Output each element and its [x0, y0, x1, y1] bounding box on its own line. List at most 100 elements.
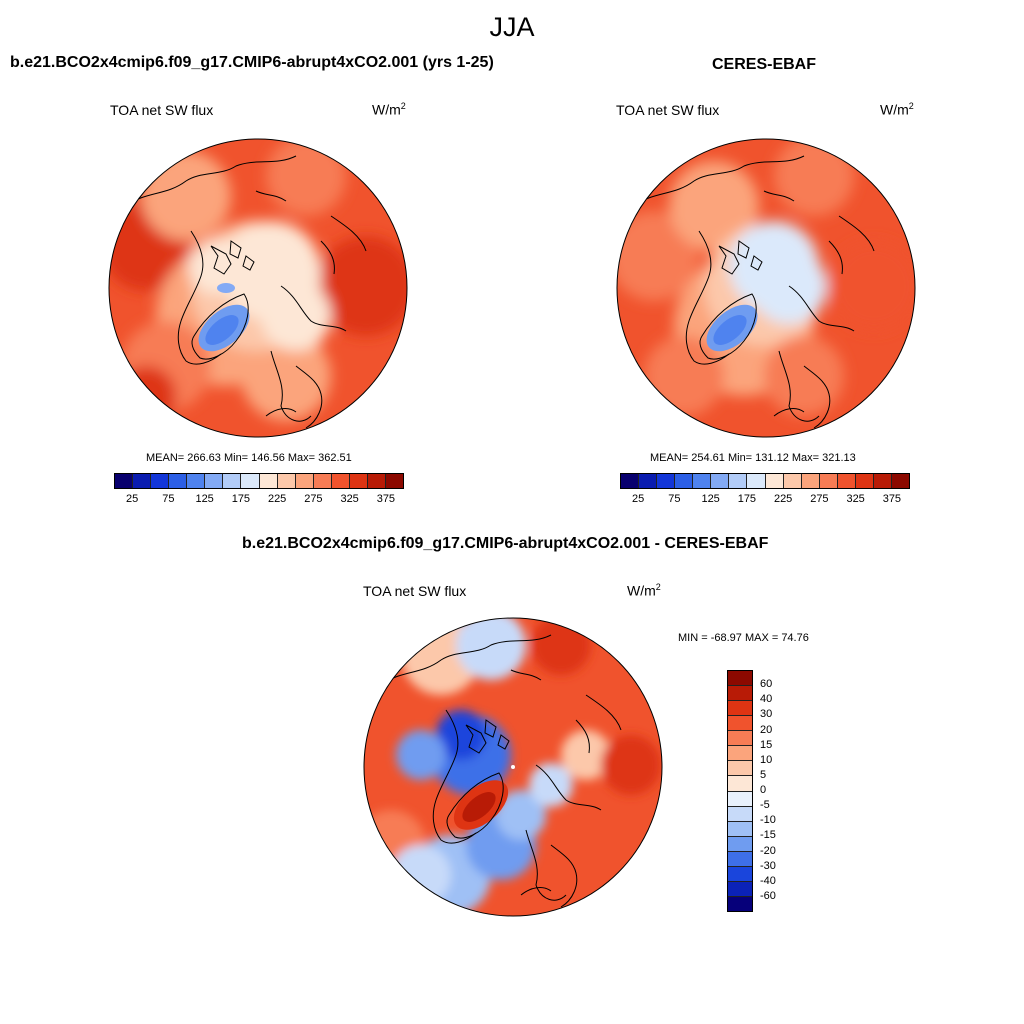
panel-2-title: CERES-EBAF: [712, 56, 817, 73]
panel-1-colorbar-ticks: 25 75 125 175 225 275 325 375: [114, 493, 404, 507]
panel-3-colorbar-ticks: 60 40 30 20 15 10 5 0 -5 -10 -15 -20 -30 -40 -60: [760, 670, 800, 912]
colorbar-segment: [205, 474, 224, 488]
colorbar-segment: [151, 474, 170, 488]
colorbar-segment: [711, 474, 730, 488]
colorbar-segment: [728, 806, 752, 822]
panel-3-units: W/m2: [627, 582, 661, 599]
colorbar-segment: [621, 474, 640, 488]
colorbar-tick-label: 25: [632, 493, 645, 505]
colorbar-segment: [728, 671, 752, 687]
panel-3-stats: MIN = -68.97 MAX = 74.76: [678, 632, 809, 644]
colorbar-segment: [295, 474, 314, 488]
colorbar-segment: [819, 474, 838, 488]
colorbar-segment: [349, 474, 368, 488]
colorbar-segment: [728, 716, 752, 732]
colorbar-tick-label: 5: [760, 768, 767, 781]
colorbar-segment: [765, 474, 784, 488]
colorbar-segment: [729, 474, 748, 488]
colorbar-tick-label: 40: [760, 693, 773, 706]
panel-3-colorbar: [727, 670, 753, 912]
panel-3-polar-map: [363, 617, 663, 917]
colorbar-tick-label: 15: [760, 738, 773, 751]
panel-2-polar-map: [616, 138, 916, 438]
colorbar-tick-label: 275: [304, 493, 323, 505]
panel-1-field-label: TOA net SW flux: [110, 102, 214, 118]
panel-3-field-label: TOA net SW flux: [363, 583, 467, 599]
colorbar-tick-label: 375: [882, 493, 902, 505]
colorbar-segment: [675, 474, 694, 488]
colorbar-segment: [241, 474, 260, 488]
colorbar-segment: [115, 474, 134, 488]
colorbar-segment: [313, 474, 332, 488]
colorbar-tick-label: 25: [126, 493, 139, 505]
colorbar-tick-label: 375: [376, 493, 396, 505]
colorbar-segment: [801, 474, 820, 488]
panel-2-colorbar: [620, 473, 910, 489]
colorbar-tick-label: -10: [760, 814, 776, 827]
panel-2-field-label: TOA net SW flux: [616, 102, 720, 118]
colorbar-segment: [837, 474, 856, 488]
colorbar-segment: [891, 474, 909, 488]
panel-2-stats: MEAN= 254.61 Min= 131.12 Max= 321.13: [650, 452, 856, 464]
colorbar-tick-label: -20: [760, 844, 776, 857]
colorbar-segment: [223, 474, 242, 488]
panel-1-stats: MEAN= 266.63 Min= 146.56 Max= 362.51: [146, 452, 352, 464]
colorbar-tick-label: 275: [810, 493, 829, 505]
colorbar-segment: [783, 474, 802, 488]
colorbar-segment: [728, 686, 752, 702]
colorbar-segment: [728, 866, 752, 882]
colorbar-tick-label: 20: [760, 723, 773, 736]
colorbar-segment: [728, 896, 752, 911]
colorbar-tick-label: 125: [195, 493, 214, 505]
colorbar-tick-label: 175: [737, 493, 757, 505]
colorbar-segment: [728, 881, 752, 897]
colorbar-segment: [747, 474, 766, 488]
colorbar-segment: [693, 474, 712, 488]
colorbar-segment: [728, 791, 752, 807]
colorbar-tick-label: -15: [760, 829, 776, 842]
colorbar-segment: [169, 474, 188, 488]
colorbar-tick-label: 125: [701, 493, 720, 505]
colorbar-segment: [873, 474, 892, 488]
colorbar-segment: [728, 851, 752, 867]
colorbar-segment: [855, 474, 874, 488]
colorbar-segment: [728, 701, 752, 717]
colorbar-tick-label: 10: [760, 753, 773, 766]
panel-3-title: b.e21.BCO2x4cmip6.f09_g17.CMIP6-abrupt4x…: [242, 535, 769, 552]
colorbar-tick-label: 0: [760, 784, 767, 796]
colorbar-segment: [639, 474, 658, 488]
colorbar-segment: [728, 836, 752, 852]
colorbar-tick-label: 225: [267, 493, 287, 505]
colorbar-tick-label: 325: [340, 493, 359, 505]
colorbar-segment: [657, 474, 676, 488]
colorbar-segment: [728, 761, 752, 777]
colorbar-tick-label: 325: [846, 493, 865, 505]
panel-1-colorbar: [114, 473, 404, 489]
colorbar-segment: [385, 474, 403, 488]
colorbar-tick-label: 225: [773, 493, 793, 505]
colorbar-tick-label: 175: [231, 493, 251, 505]
panel-1-units: W/m2: [372, 101, 406, 118]
panel-2-units: W/m2: [880, 101, 914, 118]
colorbar-segment: [259, 474, 278, 488]
colorbar-segment: [133, 474, 152, 488]
colorbar-tick-label: 75: [162, 493, 175, 505]
colorbar-tick-label: 30: [760, 708, 773, 721]
colorbar-segment: [331, 474, 350, 488]
figure-title: JJA: [489, 12, 535, 42]
colorbar-segment: [277, 474, 296, 488]
panel-2-colorbar-ticks: 25 75 125 175 225 275 325 375: [620, 493, 910, 507]
colorbar-segment: [728, 731, 752, 747]
colorbar-tick-label: -60: [760, 889, 776, 902]
colorbar-segment: [367, 474, 386, 488]
colorbar-tick-label: 75: [668, 493, 681, 505]
colorbar-tick-label: -40: [760, 874, 776, 887]
colorbar-segment: [728, 821, 752, 837]
colorbar-tick-label: -30: [760, 859, 776, 872]
colorbar-segment: [187, 474, 206, 488]
colorbar-tick-label: -5: [760, 799, 770, 812]
panel-1-title: b.e21.BCO2x4cmip6.f09_g17.CMIP6-abrupt4x…: [10, 54, 494, 71]
colorbar-tick-label: 60: [760, 678, 773, 691]
panel-1-polar-map: [108, 138, 408, 438]
colorbar-segment: [728, 746, 752, 762]
